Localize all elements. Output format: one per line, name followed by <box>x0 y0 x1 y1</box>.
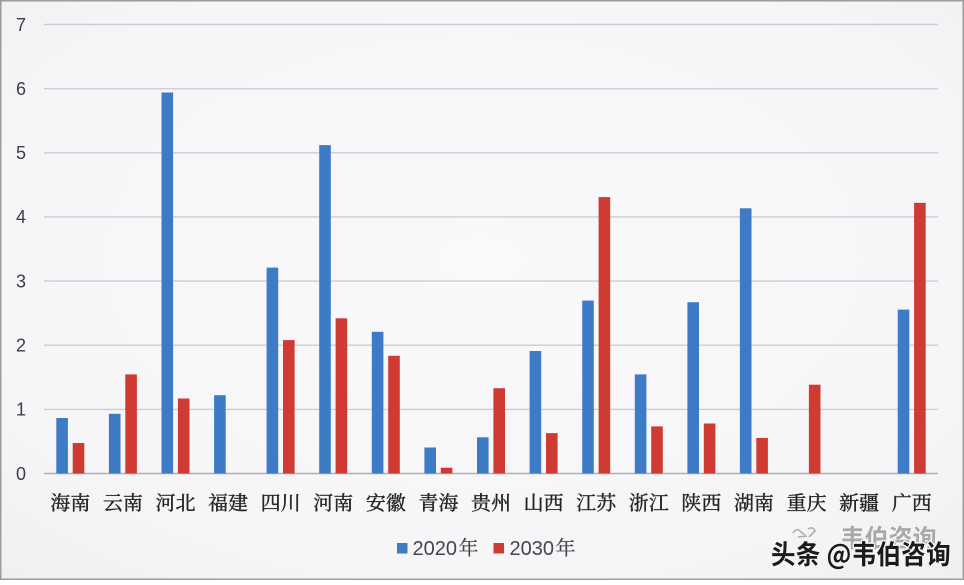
svg-text:2030: 2030 <box>510 538 555 560</box>
svg-text:3: 3 <box>16 271 26 291</box>
svg-text:6: 6 <box>16 79 26 99</box>
svg-text:5: 5 <box>16 143 26 163</box>
svg-text:7: 7 <box>16 15 26 35</box>
svg-text:4: 4 <box>16 207 26 227</box>
svg-text:1: 1 <box>16 400 26 420</box>
svg-text:2020: 2020 <box>413 538 458 560</box>
svg-text:0: 0 <box>16 464 26 484</box>
svg-text:2: 2 <box>16 336 26 356</box>
